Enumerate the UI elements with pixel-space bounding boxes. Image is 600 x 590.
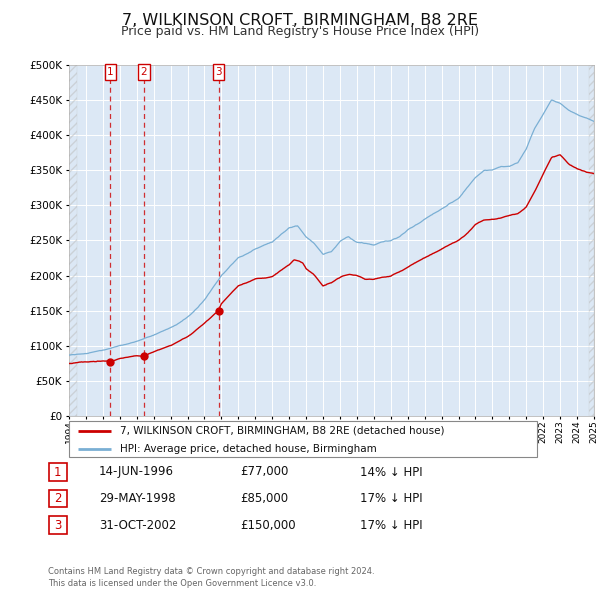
Text: 17% ↓ HPI: 17% ↓ HPI [360, 492, 422, 505]
Text: 7, WILKINSON CROFT, BIRMINGHAM, B8 2RE (detached house): 7, WILKINSON CROFT, BIRMINGHAM, B8 2RE (… [121, 426, 445, 436]
Text: Contains HM Land Registry data © Crown copyright and database right 2024.
This d: Contains HM Land Registry data © Crown c… [48, 568, 374, 588]
Text: 2: 2 [54, 492, 62, 505]
Text: £85,000: £85,000 [240, 492, 288, 505]
Text: 29-MAY-1998: 29-MAY-1998 [99, 492, 176, 505]
Text: £77,000: £77,000 [240, 466, 289, 478]
Text: £150,000: £150,000 [240, 519, 296, 532]
Text: 14% ↓ HPI: 14% ↓ HPI [360, 466, 422, 478]
Text: 3: 3 [54, 519, 62, 532]
Text: 1: 1 [54, 466, 62, 478]
Text: 1: 1 [107, 67, 114, 77]
FancyBboxPatch shape [69, 421, 537, 457]
Text: 3: 3 [215, 67, 222, 77]
Text: 31-OCT-2002: 31-OCT-2002 [99, 519, 176, 532]
Text: HPI: Average price, detached house, Birmingham: HPI: Average price, detached house, Birm… [121, 444, 377, 454]
Text: Price paid vs. HM Land Registry's House Price Index (HPI): Price paid vs. HM Land Registry's House … [121, 25, 479, 38]
Text: 2: 2 [140, 67, 147, 77]
Text: 14-JUN-1996: 14-JUN-1996 [99, 466, 174, 478]
Text: 7, WILKINSON CROFT, BIRMINGHAM, B8 2RE: 7, WILKINSON CROFT, BIRMINGHAM, B8 2RE [122, 13, 478, 28]
Text: 17% ↓ HPI: 17% ↓ HPI [360, 519, 422, 532]
